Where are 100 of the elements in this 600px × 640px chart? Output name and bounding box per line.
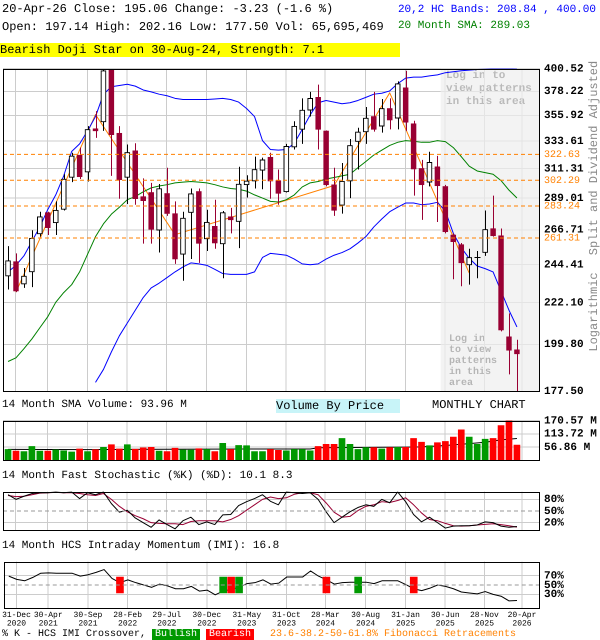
y-tick-label: 80% xyxy=(544,494,564,506)
candlestick xyxy=(244,174,250,198)
text: 23.6-38.2-50-61.8% Fibonacci Retracements xyxy=(270,629,516,640)
x-tick-label: 28-Feb 2022 xyxy=(113,610,142,629)
candlestick xyxy=(402,70,408,132)
candlestick xyxy=(164,167,170,216)
candlestick xyxy=(498,228,504,332)
y-tick-label: 50% xyxy=(544,506,564,518)
text: Bearish xyxy=(206,629,254,640)
x-tick-label: 30-Apr 2021 xyxy=(34,610,63,629)
candlestick xyxy=(291,120,298,150)
y-tick-label: 378.22 xyxy=(544,86,584,98)
y-tick-label: 20% xyxy=(544,517,564,530)
candlestick xyxy=(307,91,314,117)
candlestick xyxy=(44,211,51,236)
candlestick xyxy=(474,250,481,279)
chart-title: 14 Month Fast Stochastic (%K) (%D): 10.1 8.3 xyxy=(2,470,292,482)
text: MONTHLY CHART xyxy=(432,398,526,412)
candlestick xyxy=(506,312,512,375)
bar xyxy=(156,450,162,460)
bar xyxy=(394,447,401,460)
candlestick xyxy=(347,138,353,199)
x-tick-label: 31-Dec 2020 xyxy=(2,610,32,629)
candlestick xyxy=(140,178,146,244)
candlestick xyxy=(370,91,377,132)
bar xyxy=(92,449,99,460)
chart-title: 20-Apr-26 Close: 195.06 Change: -3.23 (-1.6 %) xyxy=(2,2,334,16)
x-tick-label: 30-Jun 2025 xyxy=(430,610,460,629)
y-tick-label: 355.92 xyxy=(544,110,584,122)
candlestick xyxy=(68,152,74,183)
text: Volume By Price xyxy=(276,399,400,413)
candlestick xyxy=(490,195,496,238)
y-tick-label: 30% xyxy=(544,589,564,602)
bar xyxy=(219,443,226,460)
candlestick xyxy=(29,230,35,288)
candlestick xyxy=(355,127,361,170)
candlestick xyxy=(37,211,43,238)
x-tick-label: 28-Mar 2024 xyxy=(310,610,340,629)
candlestick xyxy=(212,199,218,250)
bar xyxy=(84,451,91,460)
bar xyxy=(76,448,83,460)
candlestick xyxy=(132,142,138,206)
bar xyxy=(196,448,202,460)
candlestick xyxy=(220,210,226,279)
x-tick-label: 30-Aug 2024 xyxy=(351,610,380,629)
text: 20,2 HC Bands: 208.84 , 400.00 xyxy=(398,3,596,18)
candlestick xyxy=(148,182,154,244)
candlestick xyxy=(418,159,424,220)
candlestick xyxy=(442,184,448,234)
chart-title: 14 Month HCS Intraday Momentum (IMI): 16.8 xyxy=(2,540,280,552)
y-tick-label: 199.80 xyxy=(544,339,584,352)
bar xyxy=(203,449,210,460)
candlestick xyxy=(426,151,432,187)
text: Bearish Doji Star on 30-Aug-24, Strength: 7.1 xyxy=(0,43,400,57)
bar xyxy=(378,448,386,460)
chart-title: 14 Month SMA Volume: 93.96 M xyxy=(2,399,187,411)
candlestick xyxy=(458,242,464,287)
bar xyxy=(44,450,52,460)
y-tick-label: 222.10 xyxy=(544,297,584,310)
chart-subtitle: Open: 197.14 High: 202.16 Low: 177.50 Vol: 65,695,469 xyxy=(2,20,384,34)
candlestick xyxy=(268,152,274,200)
bar xyxy=(12,450,20,460)
candlestick xyxy=(284,143,290,192)
candlestick xyxy=(196,188,202,264)
candlestick xyxy=(84,126,90,182)
y-axis-title: Split and Dividend Adjusted xyxy=(587,60,600,256)
bar xyxy=(124,444,131,460)
candlestick xyxy=(60,174,67,211)
x-tick-label: 31-Oct 2023 xyxy=(272,610,301,629)
bar xyxy=(426,445,433,460)
candlestick xyxy=(378,98,385,134)
legend-title: % K - HCS IMI Crossover, xyxy=(2,629,148,640)
candlestick xyxy=(156,184,162,254)
candlestick xyxy=(21,267,27,288)
candlestick xyxy=(204,209,210,252)
y-tick-label: 170.57 M xyxy=(544,415,598,428)
bar xyxy=(211,451,218,460)
candlestick xyxy=(180,211,186,282)
y-tick-label: 244.41 xyxy=(544,259,584,272)
candlestick xyxy=(299,98,306,144)
bar xyxy=(100,447,107,460)
candlestick xyxy=(482,210,488,256)
candlestick xyxy=(252,156,258,190)
candlestick xyxy=(315,84,321,150)
candlestick xyxy=(276,168,282,206)
bar xyxy=(370,447,378,460)
candlestick xyxy=(386,98,393,130)
y-tick-label: 311.31 xyxy=(544,163,584,176)
candlestick xyxy=(331,167,337,216)
text: 20 Month SMA: 289.03 xyxy=(398,19,531,34)
candlestick xyxy=(394,80,400,130)
y-tick-label: 56.86 M xyxy=(544,442,591,454)
candlestick xyxy=(116,126,122,200)
x-tick-label: 20-Apr 2026 xyxy=(508,610,537,629)
ref-line-label: 322.63 xyxy=(544,150,580,162)
ref-line-label: 302.29 xyxy=(544,176,580,187)
candlestick xyxy=(236,166,242,249)
candlestick xyxy=(13,252,19,293)
candlestick xyxy=(124,144,130,204)
y-tick-label: 333.61 xyxy=(544,136,584,148)
